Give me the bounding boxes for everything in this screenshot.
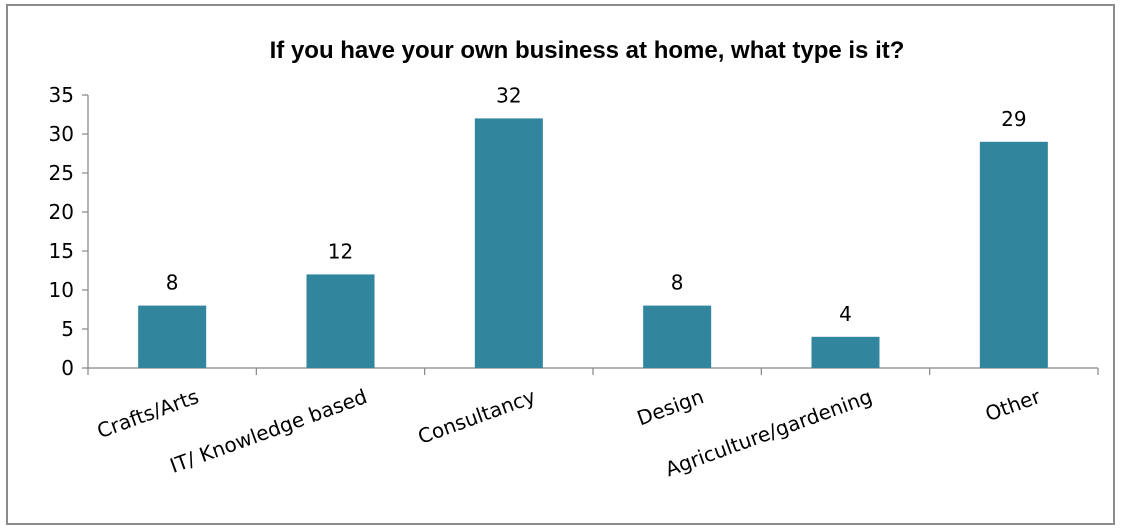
- chart-frame: [6, 4, 1115, 525]
- category-label: Other: [982, 384, 1044, 426]
- y-tick-label: 0: [61, 356, 74, 380]
- bar: [811, 336, 880, 368]
- y-tick-label: 35: [49, 83, 74, 107]
- y-tick-label: 15: [49, 239, 74, 263]
- y-tick-label: 10: [49, 278, 74, 302]
- category-label: Consultancy: [415, 384, 539, 449]
- bars: [138, 118, 1048, 369]
- axes: [87, 95, 1099, 375]
- data-label: 12: [328, 239, 353, 263]
- chart-title: If you have your own business at home, w…: [270, 37, 905, 64]
- bar: [474, 118, 543, 369]
- y-tick-label: 25: [49, 161, 74, 185]
- y-tick-label: 20: [49, 200, 74, 224]
- y-tick-label: 30: [49, 122, 74, 146]
- category-label: Design: [634, 384, 707, 430]
- data-label: 8: [671, 271, 684, 295]
- bar: [643, 305, 712, 368]
- data-label: 8: [166, 271, 179, 295]
- y-tick-label: 5: [61, 317, 74, 341]
- bar: [138, 305, 207, 368]
- data-labels: 8 12 32 8 4 29: [166, 83, 1027, 325]
- bar: [979, 141, 1048, 368]
- data-label: 29: [1001, 107, 1026, 131]
- y-axis-ticks: 0 5 10 15 20 25 30 35: [49, 83, 88, 380]
- data-label: 32: [496, 83, 521, 107]
- data-label: 4: [839, 302, 852, 326]
- category-label: Crafts/Arts: [94, 384, 202, 443]
- bar: [306, 274, 375, 368]
